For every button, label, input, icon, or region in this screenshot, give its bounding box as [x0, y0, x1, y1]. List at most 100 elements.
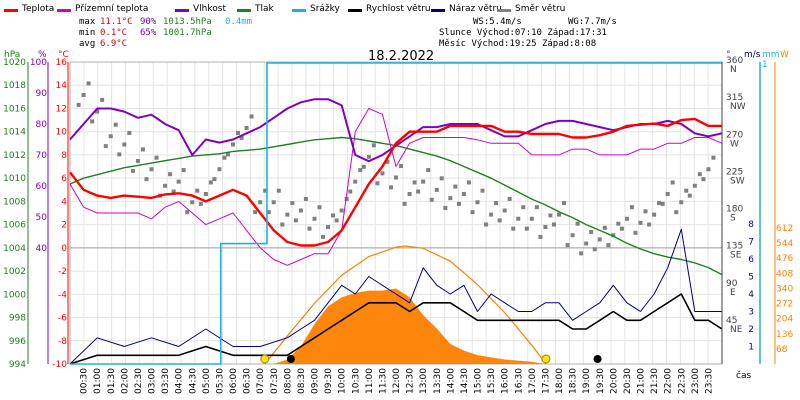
x-tick-label: 14:30	[460, 368, 470, 394]
legend-swatch-srazky	[292, 9, 306, 12]
tick-label-direction-compass: N	[730, 65, 737, 75]
wind-direction-point	[670, 180, 675, 185]
x-tick-label: 21:30	[650, 368, 660, 394]
x-tick-label: 03:30	[161, 368, 171, 394]
tick-label-hpa: 1012	[3, 151, 26, 161]
wind-direction-point	[475, 200, 480, 205]
tick-label-wind: 3	[748, 308, 754, 318]
wind-direction-point	[380, 171, 385, 176]
x-tick-label: 01:30	[107, 368, 117, 394]
x-tick-label: 15:30	[487, 368, 497, 394]
x-tick-label: 21:00	[637, 368, 647, 394]
tick-label-direction: 360	[726, 56, 743, 66]
x-tick-label: 18:30	[569, 368, 579, 394]
wind-direction-point	[76, 102, 81, 107]
wind-direction-point	[239, 135, 244, 140]
wind-direction-point	[426, 168, 431, 173]
wind-direction-point	[480, 188, 485, 193]
x-tick-label: 16:00	[501, 368, 511, 394]
tick-label-radiation: 68	[776, 345, 788, 355]
legend-swatch-naraz	[431, 9, 445, 12]
x-tick-label: 19:00	[582, 368, 592, 394]
tick-label-celsius: -2	[58, 267, 67, 277]
series-vlhkost-line	[69, 98, 723, 163]
tick-label-percent: 40	[36, 244, 48, 254]
wind-direction-point	[684, 188, 689, 193]
wind-direction-point	[394, 175, 398, 180]
wind-direction-point	[507, 196, 512, 201]
wind-direction-point	[95, 109, 100, 114]
wind-direction-point	[534, 205, 539, 210]
wind-direction-point	[339, 208, 344, 213]
wind-direction-point	[611, 233, 616, 238]
x-tick-label: 14:00	[446, 368, 456, 394]
wind-direction-point	[711, 155, 716, 160]
wind-direction-point	[470, 210, 475, 215]
x-tick-label: 01:00	[93, 368, 103, 394]
legend-swatch-prizemni	[57, 9, 71, 12]
x-axis-label: čas	[736, 370, 751, 381]
x-tick-label: 17:00	[528, 368, 538, 394]
wind-direction-point	[652, 212, 657, 217]
tick-label-hpa: 1014	[3, 128, 26, 138]
tick-label-direction-compass: SW	[730, 176, 745, 186]
stat-moon: Měsíc Východ:19:25 Západ:8:08	[439, 39, 597, 49]
x-tick-label: 23:00	[691, 368, 701, 394]
wind-direction-point	[195, 188, 200, 193]
legend-swatch-rychlost	[348, 9, 362, 12]
tick-label-wind: 1	[748, 343, 754, 353]
wind-direction-point	[100, 97, 105, 102]
stat-ws: WS:5.4m/s	[473, 17, 522, 27]
wind-direction-point	[461, 192, 466, 196]
x-tick-label: 02:00	[120, 368, 130, 394]
stat-min-temp: 0.1°C	[100, 28, 128, 38]
wind-direction-point	[81, 93, 86, 97]
wind-direction-point	[244, 126, 249, 130]
tick-label-direction: 135	[726, 242, 743, 252]
legend-label-rychlost: Rychlost větru	[366, 4, 431, 14]
axis-label-celsius: °C	[58, 50, 69, 60]
tick-label-radiation: 408	[776, 269, 793, 279]
wind-direction-point	[484, 222, 489, 227]
wind-direction-point	[665, 192, 670, 196]
tick-label-percent: 90	[36, 89, 48, 99]
wind-direction-point	[226, 152, 230, 157]
tick-label-celsius: 12	[56, 104, 67, 114]
tick-label-radiation: 340	[776, 284, 793, 294]
tick-label-percent: 50	[36, 213, 48, 223]
axis-label-hpa: hPa	[4, 50, 20, 60]
wind-direction-point	[456, 201, 461, 206]
tick-label-celsius: -8	[58, 337, 67, 347]
tick-label-celsius: 16	[56, 58, 68, 68]
wind-direction-point	[629, 205, 634, 210]
wind-direction-point	[185, 210, 190, 215]
wind-direction-point	[511, 226, 516, 231]
series-sun-path	[264, 245, 547, 365]
wind-direction-point	[208, 180, 213, 185]
stat-rain: 0.4mm	[225, 17, 253, 27]
tick-label-direction-compass: S	[730, 214, 736, 224]
wind-direction-point	[439, 176, 444, 181]
wind-direction-point	[521, 205, 526, 210]
tick-label-hpa: 1008	[3, 197, 26, 207]
x-tick-label: 13:30	[433, 368, 443, 394]
wind-direction-point	[353, 179, 358, 184]
x-tick-label: 04:30	[188, 368, 198, 394]
wind-direction-point	[307, 226, 312, 231]
legend-label-tlak: Tlak	[255, 4, 274, 14]
wind-direction-point	[163, 183, 168, 188]
wind-direction-point	[253, 210, 258, 215]
wind-direction-point	[280, 222, 285, 227]
tick-label-radiation: 612	[776, 224, 793, 234]
wind-direction-point	[660, 201, 665, 206]
wind-direction-point	[334, 218, 339, 223]
series-naraz-line	[69, 228, 722, 365]
x-tick-label: 08:00	[283, 368, 293, 394]
wind-direction-point	[266, 210, 271, 215]
wind-direction-point	[348, 189, 353, 194]
tick-label-celsius: 14	[56, 81, 68, 91]
wind-direction-point	[371, 143, 376, 148]
wind-direction-point	[543, 225, 548, 229]
wind-direction-point	[130, 168, 135, 173]
